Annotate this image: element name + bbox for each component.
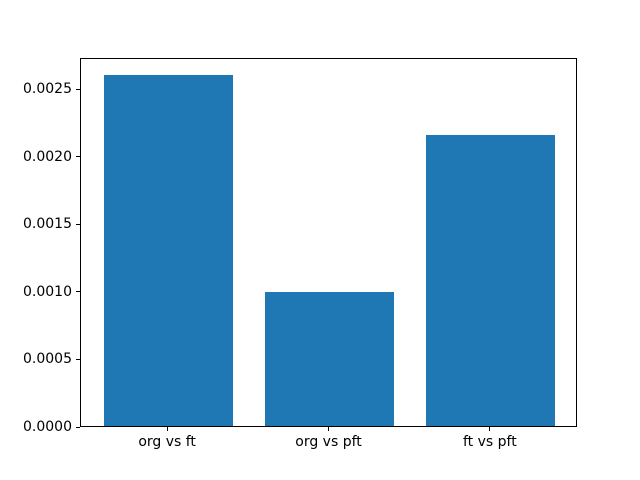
x-tick-mark bbox=[166, 427, 168, 431]
y-tick-label: 0.0020 bbox=[23, 148, 72, 165]
x-tick-label: ft vs pft bbox=[463, 434, 517, 450]
y-tick-mark bbox=[76, 88, 80, 90]
x-tick-mark bbox=[328, 427, 329, 431]
x-tick-label: org vs ft bbox=[138, 434, 196, 450]
y-tick-label: 0.0015 bbox=[23, 216, 72, 233]
y-tick-label: 0.0000 bbox=[23, 419, 72, 435]
y-tick-mark bbox=[76, 358, 80, 360]
bar-org-vs-ft bbox=[103, 74, 233, 426]
y-tick-label: 0.0010 bbox=[23, 283, 72, 300]
y-tick-mark bbox=[76, 223, 80, 225]
x-tick-label: org vs pft bbox=[295, 434, 362, 450]
y-tick-mark bbox=[76, 426, 80, 428]
y-tick-mark bbox=[76, 156, 80, 158]
y-tick-label: 0.0005 bbox=[23, 351, 72, 368]
bar-org-vs-pft bbox=[264, 292, 395, 426]
plot-area bbox=[80, 58, 577, 427]
y-tick-label: 0.0025 bbox=[23, 81, 72, 98]
bar-ft-vs-pft bbox=[426, 135, 556, 426]
x-tick-mark bbox=[489, 427, 491, 431]
y-tick-mark bbox=[76, 291, 80, 293]
